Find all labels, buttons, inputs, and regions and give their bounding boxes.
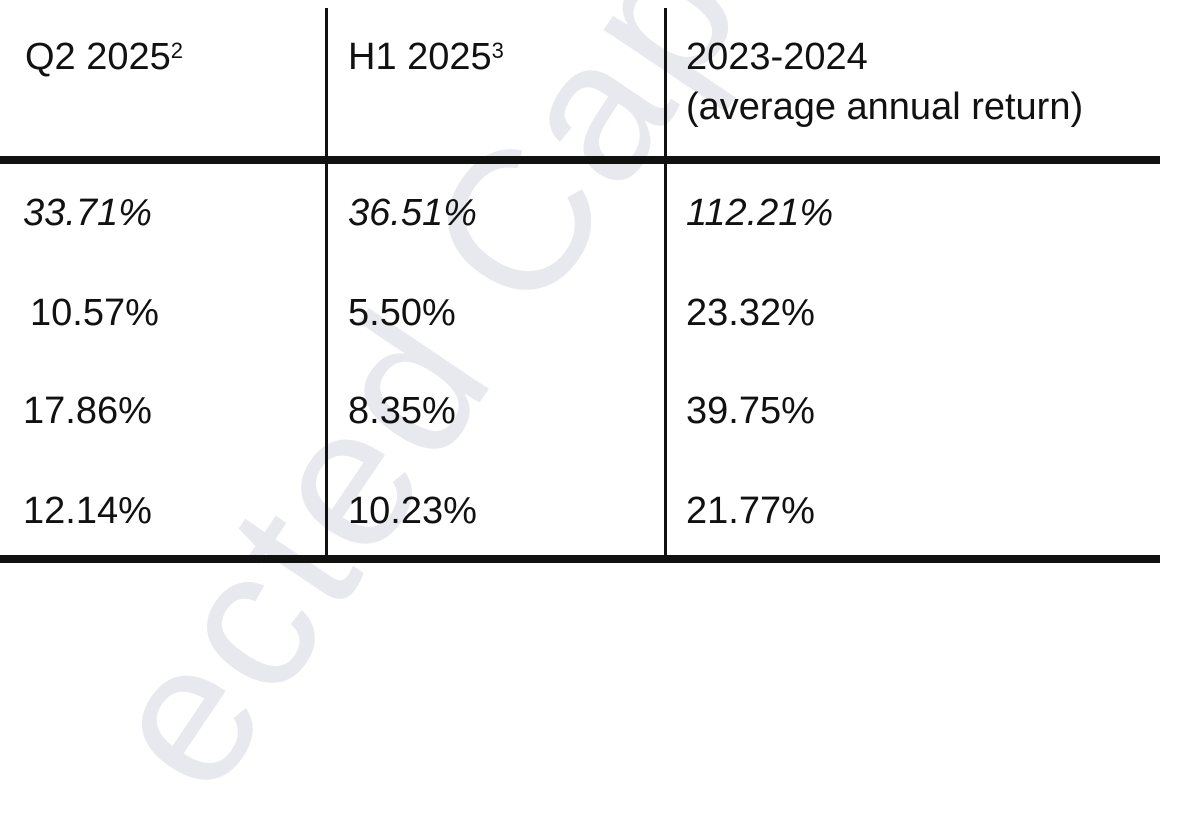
table-cell: 8.35% xyxy=(348,390,456,432)
table-cell: 10.57% xyxy=(30,292,159,334)
page: ected Cap Q2 20252 H1 20253 2023-2024 (aver… xyxy=(0,0,1160,828)
table-cell: 33.71% xyxy=(23,192,152,234)
table-cell: 17.86% xyxy=(23,390,152,432)
table-cell: 36.51% xyxy=(348,192,477,234)
footnote-ref: 2 xyxy=(170,38,184,63)
header-text: Q2 2025 xyxy=(25,36,171,78)
column-divider xyxy=(325,8,328,556)
header-line: (average annual return) xyxy=(686,86,1084,128)
header-cell: H1 20253 xyxy=(348,32,504,82)
table-cell: 10.23% xyxy=(348,490,477,532)
footnote-ref: 3 xyxy=(491,38,504,63)
header-rule xyxy=(0,156,1160,164)
table-cell: 112.21% xyxy=(686,192,834,234)
table-cell: 12.14% xyxy=(23,490,152,532)
table-cell: 23.32% xyxy=(686,292,815,334)
header-cell: Q2 20252 xyxy=(25,32,183,82)
table-cell: 39.75% xyxy=(686,390,815,432)
header-line: 2023-2024 xyxy=(686,36,868,78)
table-cell: 21.77% xyxy=(686,490,815,532)
column-divider xyxy=(664,8,667,556)
header-text: H1 2025 xyxy=(348,36,492,78)
header-cell: 2023-2024 (average annual return) xyxy=(686,32,1083,132)
bottom-rule xyxy=(0,555,1160,563)
table-cell: 5.50% xyxy=(348,292,456,334)
